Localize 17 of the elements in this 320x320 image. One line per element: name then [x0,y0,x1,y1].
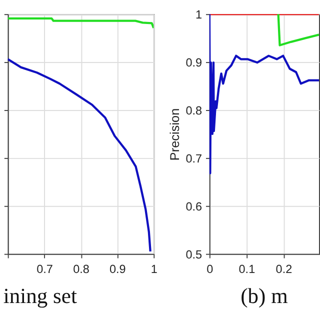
y-tick-label: 0.5 [186,248,203,262]
x-tick-label: 1 [150,262,158,276]
text: ining set [3,284,77,308]
y-tick-label: 0.6 [186,200,203,214]
x-tick-label: 0.1 [238,262,256,276]
x-tick-label: 0.8 [73,262,90,276]
x-tick-label: 0.2 [276,262,292,276]
y-tick-label: 0.9 [186,56,202,70]
x-tick-label: 0 [206,262,214,276]
y-tick-label: 1 [196,8,202,22]
y-tick-label: 0.8 [186,104,203,118]
y-axis-title: Precision [166,108,182,161]
line-series [277,14,320,46]
y-tick-label: 0.7 [186,152,202,166]
x-tick-label: 0.7 [36,262,53,276]
x-tick-label: 0.9 [110,262,126,276]
text: (b) m [240,284,288,308]
